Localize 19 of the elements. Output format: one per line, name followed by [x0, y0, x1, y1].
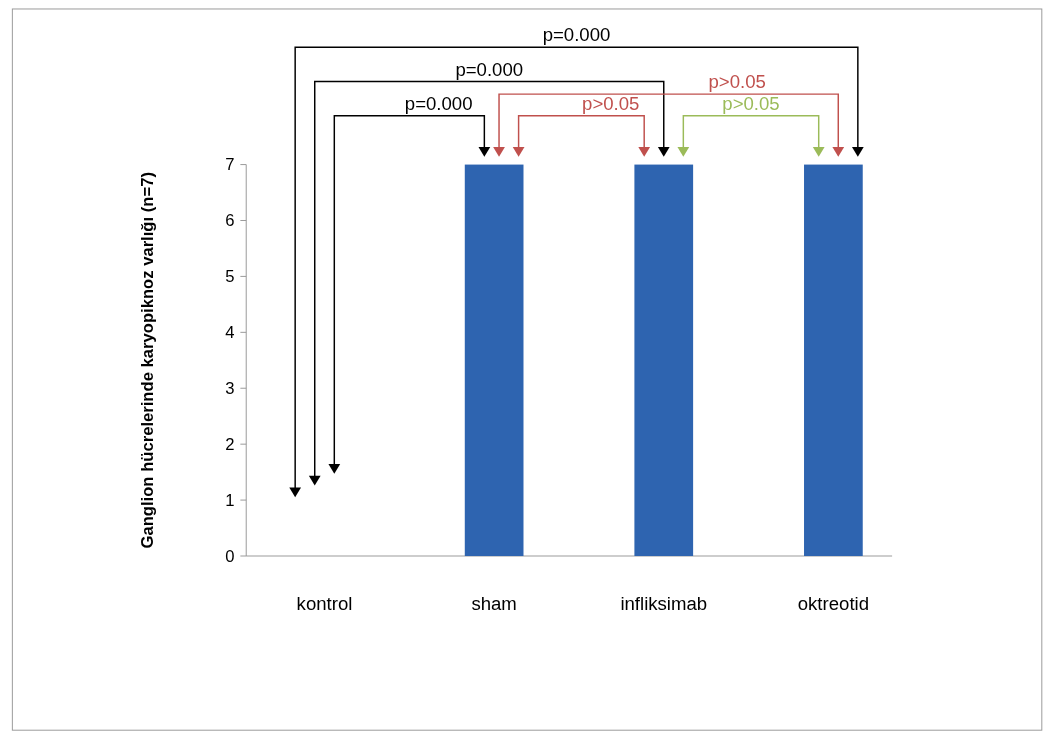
y-tick-label: 3	[225, 379, 235, 399]
y-tick-label: 2	[225, 434, 235, 454]
x-tick-label: kontrol	[296, 592, 353, 614]
y-axis-title: Ganglion hücrelerinde karyopiknoz varlığı (n=7)	[138, 172, 158, 549]
y-tick-label: 7	[225, 155, 235, 175]
text: p=0.000	[455, 58, 524, 80]
y-tick-label: 1	[225, 490, 235, 510]
y-tick-label: 5	[225, 267, 235, 287]
x-tick-label: infliksimab	[620, 592, 708, 614]
y-tick-label: 6	[225, 211, 235, 231]
y-tick-label: 0	[225, 546, 235, 566]
text: p>0.05	[582, 92, 640, 114]
text: p>0.05	[722, 92, 780, 114]
text: p>0.05	[708, 71, 766, 93]
y-tick-label: 4	[225, 323, 235, 343]
x-tick-label: sham	[471, 592, 517, 614]
text: p=0.000	[404, 92, 473, 114]
x-tick-label: oktreotid	[797, 592, 870, 614]
text: p=0.000	[542, 24, 611, 46]
